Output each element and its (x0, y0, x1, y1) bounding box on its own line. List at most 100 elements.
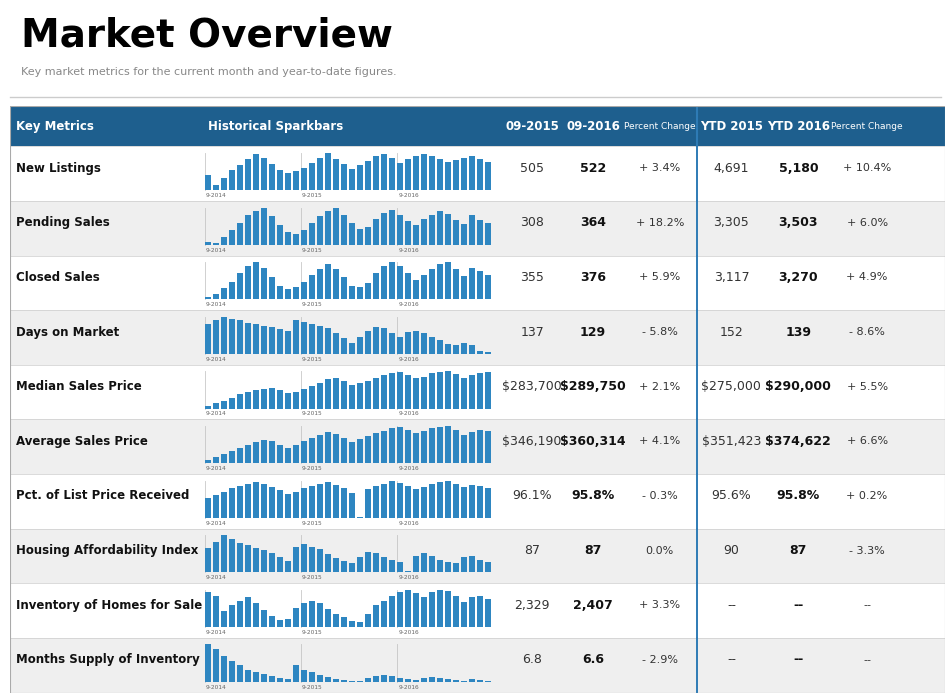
Text: 90: 90 (724, 544, 739, 557)
Bar (301, 230, 307, 245)
Text: + 5.5%: + 5.5% (846, 381, 887, 392)
Bar (261, 550, 267, 572)
Bar (309, 486, 314, 518)
Bar (485, 351, 491, 354)
Bar (437, 211, 443, 245)
Bar (229, 489, 235, 518)
Bar (437, 372, 443, 409)
Text: Key market metrics for the current month and year-to-date figures.: Key market metrics for the current month… (21, 67, 396, 77)
Text: 9-2015: 9-2015 (302, 630, 323, 635)
Bar (477, 220, 483, 245)
Bar (325, 264, 331, 299)
Bar (406, 430, 411, 463)
Bar (413, 225, 419, 245)
Text: 9-2014: 9-2014 (206, 411, 227, 416)
Text: 95.8%: 95.8% (777, 489, 820, 503)
Bar (350, 385, 355, 409)
Bar (397, 215, 403, 245)
Bar (429, 592, 435, 627)
Bar (397, 427, 403, 463)
Bar (365, 436, 370, 463)
Text: 9-2016: 9-2016 (398, 193, 419, 198)
Text: - 8.6%: - 8.6% (849, 327, 885, 337)
Text: 9-2014: 9-2014 (206, 630, 227, 635)
Bar (10, 146, 945, 201)
Text: 9-2014: 9-2014 (206, 521, 227, 525)
Text: $290,000: $290,000 (766, 380, 831, 393)
Bar (453, 563, 459, 572)
Text: + 6.6%: + 6.6% (846, 436, 887, 446)
Text: $289,750: $289,750 (560, 380, 626, 393)
Bar (453, 680, 459, 681)
Bar (462, 276, 467, 299)
Bar (229, 451, 235, 463)
Bar (421, 553, 427, 572)
Bar (301, 168, 307, 190)
Bar (446, 481, 451, 518)
Bar (341, 680, 347, 681)
Bar (437, 340, 443, 354)
Text: --: -- (793, 599, 804, 612)
Bar (285, 561, 291, 572)
Bar (309, 223, 314, 245)
Bar (429, 157, 435, 190)
Text: 9-2014: 9-2014 (206, 193, 227, 198)
Bar (373, 676, 379, 681)
Bar (317, 675, 323, 681)
Bar (213, 294, 219, 299)
Bar (365, 381, 370, 409)
Bar (269, 278, 275, 299)
Text: Months Supply of Inventory: Months Supply of Inventory (16, 654, 200, 666)
Bar (221, 535, 227, 572)
Text: 3,305: 3,305 (713, 216, 750, 229)
Bar (221, 317, 227, 354)
Bar (453, 220, 459, 245)
Bar (350, 621, 355, 627)
Bar (333, 614, 339, 627)
Text: 95.8%: 95.8% (571, 489, 615, 503)
Bar (462, 224, 467, 245)
Bar (429, 555, 435, 572)
Bar (294, 287, 299, 299)
Bar (10, 420, 945, 474)
Text: 9-2016: 9-2016 (398, 466, 419, 471)
Text: 9-2015: 9-2015 (302, 193, 323, 198)
Bar (390, 676, 395, 681)
Bar (406, 590, 411, 627)
Bar (357, 165, 363, 190)
Bar (397, 338, 403, 354)
Bar (446, 426, 451, 463)
Text: --: -- (864, 655, 871, 665)
Text: 137: 137 (521, 326, 544, 338)
Bar (253, 324, 258, 354)
Bar (477, 560, 483, 572)
Text: Average Sales Price: Average Sales Price (16, 435, 148, 448)
Bar (10, 255, 945, 310)
Text: - 3.3%: - 3.3% (849, 546, 885, 555)
Bar (205, 548, 211, 572)
Bar (357, 557, 363, 572)
Bar (429, 338, 435, 354)
Bar (462, 342, 467, 354)
Text: 9-2016: 9-2016 (398, 685, 419, 690)
Bar (269, 441, 275, 463)
Bar (381, 431, 387, 463)
Text: - 5.8%: - 5.8% (642, 327, 677, 337)
Text: 87: 87 (524, 544, 541, 557)
Bar (269, 676, 275, 681)
Bar (285, 619, 291, 627)
Bar (381, 601, 387, 627)
Text: 522: 522 (580, 161, 606, 175)
Bar (294, 608, 299, 627)
Bar (245, 445, 251, 463)
Bar (453, 374, 459, 409)
Bar (406, 159, 411, 190)
Bar (301, 544, 307, 572)
Bar (205, 296, 211, 299)
Bar (261, 610, 267, 627)
Bar (294, 445, 299, 463)
Bar (261, 484, 267, 518)
Bar (406, 273, 411, 299)
Bar (277, 620, 283, 627)
Bar (373, 486, 379, 518)
